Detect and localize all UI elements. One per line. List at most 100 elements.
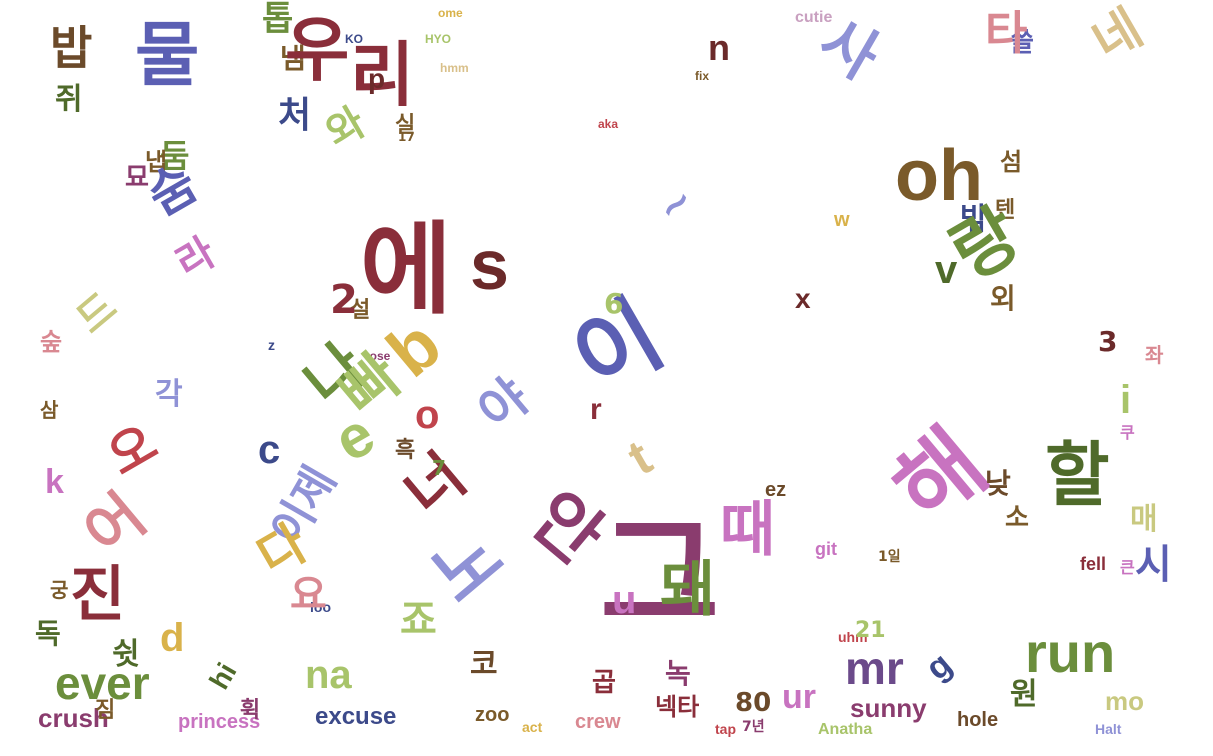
word-103: ~ [648, 176, 704, 233]
word-69: 삼 [40, 398, 59, 422]
word-100: 요 [290, 572, 327, 618]
word-29: KO [345, 32, 363, 46]
word-27: 21 [855, 618, 886, 643]
word-37: 7년 [742, 719, 765, 735]
word-94: 오 [98, 413, 167, 487]
word-5: 해 [874, 410, 1006, 545]
word-10: na [305, 653, 352, 697]
word-43: 쉿 [112, 637, 140, 672]
word-51: 둠 [160, 137, 190, 175]
word-55: 밖 [960, 202, 988, 237]
word-123: o [415, 393, 440, 437]
word-122: i [1120, 378, 1132, 422]
word-117: 17 [398, 130, 415, 144]
word-34: aka [598, 117, 619, 131]
word-12: sunny [850, 693, 927, 723]
word-59: 외 [990, 282, 1016, 315]
word-75: 1일 [878, 549, 901, 565]
word-38: loo [310, 599, 331, 615]
word-1: oh [895, 136, 983, 216]
word-15: excuse [315, 703, 397, 730]
word-125: 6 [604, 287, 624, 320]
word-23: uhm [838, 629, 868, 645]
word-65: 소 [1005, 503, 1029, 533]
word-33: fix [695, 69, 710, 83]
word-19: Anatha [818, 721, 873, 738]
word-22: mo [1105, 686, 1144, 716]
word-73: 쿠 [1120, 423, 1135, 442]
word-25: ez [765, 479, 787, 501]
word-111: p [368, 63, 386, 94]
word-6: 할 [1045, 434, 1110, 516]
word-84: 돼 [660, 555, 716, 625]
word-0: 그 [600, 499, 720, 651]
word-31: hmm [440, 61, 469, 75]
word-110: n [708, 27, 730, 68]
word-2: s [470, 226, 509, 304]
word-74: 큰 [1120, 558, 1135, 577]
word-119: g [918, 645, 960, 688]
word-53: 묘 [125, 163, 149, 193]
word-7: run [1025, 621, 1116, 684]
word-20: Halt [1095, 721, 1122, 737]
word-77: 물 [135, 14, 200, 96]
word-124: 2 [330, 277, 358, 323]
word-83: 타 [985, 6, 1028, 60]
word-116: 7 [432, 456, 446, 480]
word-60: 좌 [1145, 343, 1164, 367]
word-121: t [618, 429, 661, 486]
word-13: crush [38, 703, 109, 733]
word-24: git [815, 539, 837, 559]
word-35: act [522, 719, 543, 735]
word-14: princess [178, 711, 261, 733]
word-4: 에 [360, 211, 452, 328]
word-49: 쥐 [55, 82, 83, 117]
word-48: 밥 [50, 21, 93, 75]
word-64: 원 [1010, 677, 1038, 712]
word-112: x [795, 283, 811, 314]
word-46: 독 [35, 617, 61, 650]
word-32: ome [438, 6, 463, 20]
word-76: 진 [70, 560, 126, 630]
word-8: mr [845, 642, 904, 694]
word-40: 넥타 [655, 693, 700, 721]
word-18: hole [957, 709, 999, 731]
word-61: 낮 [985, 467, 1011, 500]
word-11: ur [782, 678, 816, 716]
word-102: 코 [470, 647, 498, 682]
word-36: tap [715, 721, 736, 737]
word-86: 드 [68, 284, 126, 343]
word-88: 어 [71, 480, 160, 570]
word-17: crew [575, 711, 621, 733]
word-70: 실 [395, 113, 416, 138]
word-58: 텐 [995, 198, 1016, 223]
word-109: c [258, 428, 281, 472]
word-30: HYO [425, 32, 452, 46]
word-95: 라 [168, 228, 224, 288]
word-82: 네 [1083, 0, 1152, 72]
word-41: 곱 [592, 668, 616, 698]
word-72: 숲 [40, 328, 63, 356]
word-71: 냅 [145, 148, 168, 176]
word-62: 매 [1130, 502, 1158, 537]
word-28: cutie [795, 9, 833, 26]
word-85: 때 [720, 495, 776, 565]
word-42: 녹 [665, 657, 691, 690]
word-118: hi [203, 657, 243, 695]
word-113: v [935, 248, 958, 292]
word-78: 우 [285, 9, 350, 91]
word-108: k [45, 463, 64, 501]
word-107: d [160, 616, 185, 660]
word-120: r [590, 393, 602, 426]
word-114: w [834, 209, 850, 231]
word-9: ever [55, 657, 150, 709]
word-57: 섬 [1000, 148, 1023, 176]
word-47: 궁 [50, 578, 69, 602]
word-106: u [612, 578, 637, 622]
word-54: 냄 [280, 42, 306, 75]
word-63: 시 [1135, 542, 1172, 588]
word-115: 3 [1098, 325, 1118, 358]
word-21: fell [1080, 554, 1107, 574]
word-101: 죠 [400, 597, 437, 643]
